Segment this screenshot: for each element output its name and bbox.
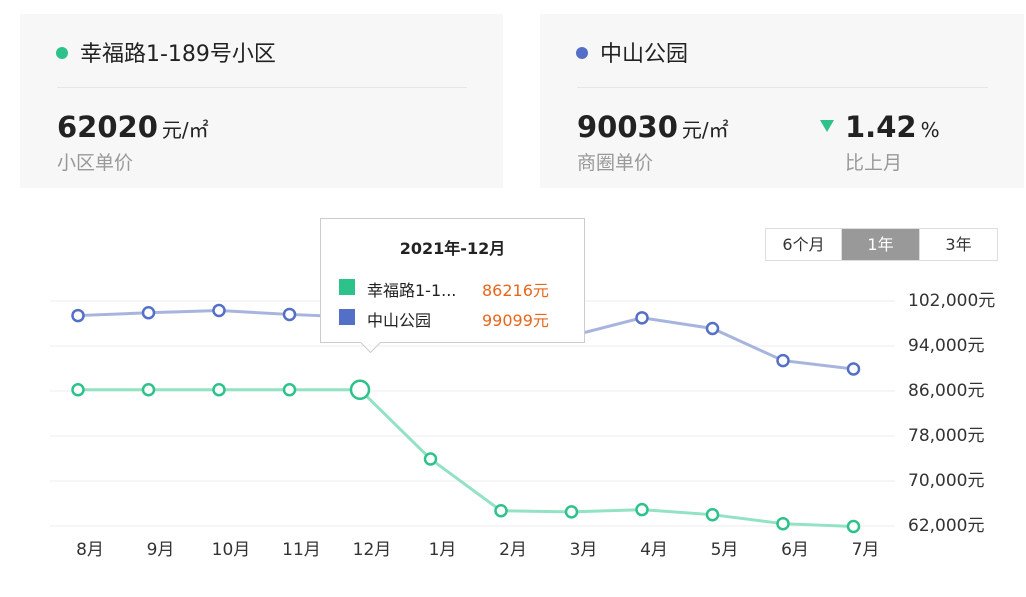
- data-point: [212, 303, 226, 318]
- x-tick-label: 4月: [640, 540, 668, 560]
- period-button[interactable]: 1年: [842, 229, 920, 260]
- series-name: 中山公园: [367, 311, 432, 330]
- price: 62020 元/㎡: [57, 110, 209, 144]
- data-point: [846, 519, 861, 534]
- y-tick-label: 86,000元: [908, 381, 984, 401]
- price-value: 62020: [57, 110, 158, 144]
- data-point: [494, 504, 508, 518]
- data-point: [635, 502, 649, 517]
- price-unit: 元/㎡: [161, 118, 209, 142]
- x-tick-label: 10月: [212, 540, 251, 560]
- data-point: [212, 382, 226, 397]
- x-tick-label: 5月: [711, 540, 739, 560]
- district-card: 中山公园 90030 元/㎡ 商圈单价 1.42% 比上月: [540, 14, 1024, 188]
- x-tick-label: 12月: [353, 540, 392, 560]
- data-point: [423, 452, 438, 466]
- legend-dot: [576, 47, 588, 59]
- divider: [577, 87, 988, 88]
- community-card: 幸福路1-189号小区 62020 元/㎡ 小区单价: [20, 14, 503, 188]
- period-switch: 6个月 1年 3年: [765, 228, 998, 261]
- data-point: [635, 311, 649, 325]
- data-point: [141, 306, 156, 320]
- y-tick-label: 102,000元: [908, 291, 995, 311]
- data-point: [282, 382, 297, 397]
- period-button[interactable]: 6个月: [766, 229, 842, 260]
- change: 1.42%: [845, 110, 940, 144]
- x-tick-label: 8月: [76, 540, 104, 560]
- tooltip-title: 2021年-12月: [399, 239, 506, 258]
- divider: [57, 87, 467, 88]
- y-tick-label: 62,000元: [908, 516, 984, 536]
- data-point: [776, 353, 790, 368]
- data-point: [564, 505, 579, 519]
- tooltip: 2021年-12月 幸福路1-1... 86216元中山公园 99099元: [320, 218, 585, 354]
- series-line: [78, 388, 854, 528]
- data-point: [705, 507, 720, 522]
- price: 90030 元/㎡: [577, 110, 729, 144]
- series-value: 86216元: [482, 281, 549, 300]
- change-value: 1.42: [845, 110, 917, 144]
- y-tick-label: 78,000元: [908, 426, 984, 446]
- legend-dot: [56, 47, 68, 59]
- change-label: 比上月: [845, 152, 903, 174]
- data-point: [71, 382, 85, 397]
- series-value: 99099元: [482, 311, 549, 330]
- series-swatch: [339, 309, 355, 325]
- x-tick-label: 9月: [147, 540, 175, 560]
- data-point: [141, 382, 156, 397]
- data-point: [349, 379, 371, 400]
- x-tick-label: 3月: [570, 540, 598, 560]
- period-button[interactable]: 3年: [920, 229, 997, 260]
- data-point: [846, 362, 861, 376]
- series-name: 幸福路1-1...: [367, 281, 457, 300]
- data-point: [282, 307, 297, 322]
- data-point: [776, 516, 790, 531]
- x-tick-label: 2月: [499, 540, 527, 560]
- price-label: 小区单价: [57, 152, 134, 174]
- data-point: [71, 308, 85, 323]
- down-arrow: [820, 120, 834, 132]
- x-tick-label: 11月: [282, 540, 321, 560]
- x-tick-label: 7月: [852, 540, 880, 560]
- price-label: 商圈单价: [577, 152, 654, 174]
- y-tick-label: 70,000元: [908, 471, 984, 491]
- x-tick-label: 1月: [429, 540, 457, 560]
- price-unit: 元/㎡: [681, 118, 729, 142]
- card-title: 中山公园: [600, 42, 689, 67]
- price-value: 90030: [577, 110, 678, 144]
- y-tick-label: 94,000元: [908, 336, 984, 356]
- change-unit: %: [920, 118, 940, 142]
- series-swatch: [339, 279, 355, 295]
- card-title: 幸福路1-189号小区: [80, 42, 276, 67]
- x-tick-label: 6月: [781, 540, 809, 560]
- data-point: [705, 321, 720, 336]
